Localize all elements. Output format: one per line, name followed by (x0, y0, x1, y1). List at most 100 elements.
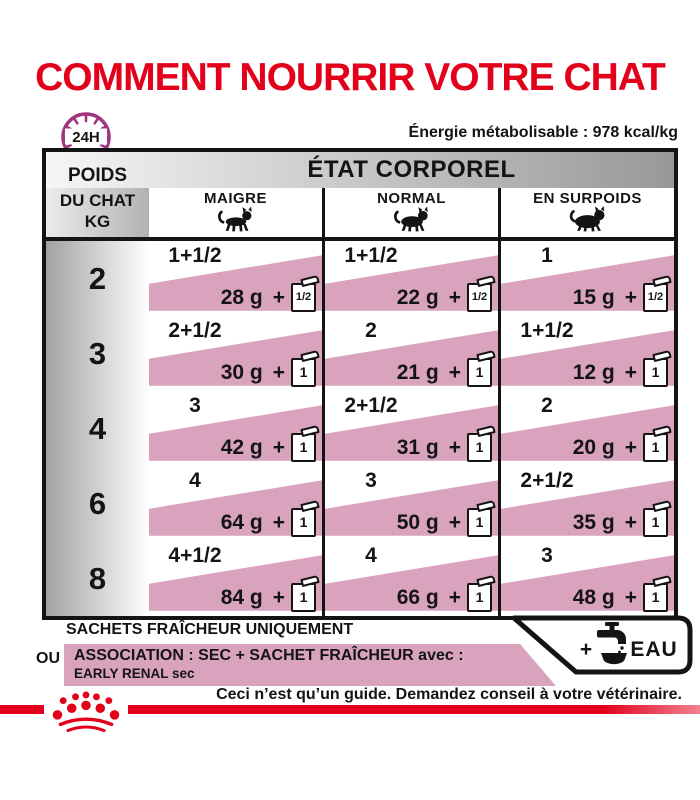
pouch-count: 1 (651, 589, 660, 605)
plus-sign: + (448, 510, 461, 534)
plus-sign: + (624, 510, 637, 534)
pouches-only-value: 4 (189, 469, 201, 492)
energy-label: Énergie métabolisable : 978 kcal/kg (408, 124, 678, 141)
pouch-icon: 1 (643, 358, 668, 387)
plus-sign: + (272, 585, 285, 609)
pouch-count: 1 (299, 514, 308, 530)
feeding-cell: 2 20 g +1 (498, 391, 674, 466)
plus-sign: + (448, 585, 461, 609)
thin-cat-icon (217, 206, 252, 232)
plus-sign: + (448, 435, 461, 459)
weight-header-cell: DU CHAT KG (46, 188, 149, 237)
feeding-cell: 1+1/2 12 g +1 (498, 316, 674, 391)
pouch-icon: 1 (643, 508, 668, 537)
pouches-only-value: 1+1/2 (520, 319, 574, 342)
feeding-cell: 4+1/2 84 g +1 (149, 541, 322, 616)
feeding-cell: 4 64 g +1 (149, 466, 322, 541)
pouches-only-value: 2+1/2 (168, 319, 222, 342)
brand-bar (0, 705, 700, 714)
pouch-count: 1 (299, 439, 308, 455)
grams-value: 84 g (220, 585, 263, 609)
grams-value: 50 g (396, 510, 439, 534)
eau-label: EAU (630, 638, 677, 661)
column-header-normal: NORMAL (322, 188, 498, 237)
pouch-icon: 1 (467, 583, 492, 612)
water-badge: + EAU (502, 613, 696, 684)
plus-sign: + (272, 510, 285, 534)
feeding-cell: 3 48 g +1 (498, 541, 674, 616)
normal-cat-icon (393, 206, 428, 232)
pouches-only-value: 4+1/2 (168, 544, 222, 567)
table-row: 8 4+1/2 84 g +1 4 66 g +1 3 48 g +1 (46, 541, 674, 616)
weight-header-line3: KG (84, 212, 111, 232)
pouch-icon: 1 (643, 583, 668, 612)
grams-value: 48 g (572, 585, 615, 609)
feeding-cell: 2+1/2 35 g +1 (498, 466, 674, 541)
pouch-icon: 1 (467, 508, 492, 537)
pouch-count: 1 (651, 439, 660, 455)
feeding-cell: 2+1/2 31 g +1 (322, 391, 498, 466)
grams-value: 21 g (396, 360, 439, 384)
weight-column-background (46, 241, 149, 616)
pouch-count: 1 (651, 364, 660, 380)
pouch-icon: 1/2 (643, 283, 668, 312)
table-row: 6 4 64 g +1 3 50 g +1 2+1/2 35 g +1 (46, 466, 674, 541)
plus-sign: + (448, 285, 461, 309)
pouches-only-value: 1 (541, 244, 553, 267)
weight-value: 8 (88, 560, 107, 596)
plus-sign: + (624, 285, 637, 309)
faucet-icon (597, 622, 627, 665)
association-line1: ASSOCIATION : SEC + SACHET FRAÎCHEUR ave… (74, 647, 464, 664)
plus-sign: + (624, 585, 637, 609)
weight-value: 4 (88, 410, 107, 446)
grams-value: 30 g (220, 360, 263, 384)
body-condition-header: ÉTAT CORPOREL (307, 156, 516, 183)
column-header-maigre: MAIGRE (149, 188, 322, 237)
association-line2: EARLY RENAL sec (74, 666, 195, 681)
weight-value: 2 (88, 260, 107, 296)
pouches-only-value: 2 (541, 394, 553, 417)
pouch-icon: 1/2 (291, 283, 316, 312)
weight-value: 6 (88, 485, 107, 521)
grams-value: 31 g (396, 435, 439, 459)
plus-sign: + (624, 360, 637, 384)
pouch-icon: 1 (291, 433, 316, 462)
pouch-icon: 1 (291, 508, 316, 537)
pouches-only-value: 2+1/2 (344, 394, 398, 417)
pouch-icon: 1 (291, 358, 316, 387)
badge-24h-label: 24H (72, 129, 100, 146)
grams-value: 20 g (572, 435, 615, 459)
clock-24h-icon: 24H (58, 110, 114, 162)
feeding-cell: 1+1/2 22 g +1/2 (322, 241, 498, 316)
pouches-only-value: 1+1/2 (168, 244, 222, 267)
feeding-table: POIDS ÉTAT CORPOREL DU CHAT KG MAIGRE (42, 148, 678, 620)
feeding-cell: 2 21 g +1 (322, 316, 498, 391)
weight-value: 3 (88, 335, 107, 371)
guide-note: Ceci n’est qu’un guide. Demandez conseil… (216, 686, 682, 703)
grams-value: 64 g (220, 510, 263, 534)
table-header-band: POIDS ÉTAT CORPOREL (46, 152, 674, 188)
plus-sign: + (272, 285, 285, 309)
pouch-count: 1 (299, 364, 308, 380)
pouch-icon: 1 (467, 433, 492, 462)
column-label: NORMAL (377, 190, 446, 207)
grams-value: 12 g (572, 360, 615, 384)
grams-value: 66 g (396, 585, 439, 609)
pouches-only-value: 2+1/2 (520, 469, 574, 492)
pouches-only-value: 4 (365, 544, 377, 567)
pouch-icon: 1 (291, 583, 316, 612)
pouch-count: 1 (475, 589, 484, 605)
pouch-count: 1 (651, 514, 660, 530)
grams-value: 35 g (572, 510, 615, 534)
page-title: COMMENT NOURRIR VOTRE CHAT (35, 56, 666, 99)
table-row: 4 3 42 g +1 2+1/2 31 g +1 2 20 g +1 (46, 391, 674, 466)
feeding-cell: 3 50 g +1 (322, 466, 498, 541)
pouch-count: 1/2 (471, 291, 488, 303)
pouch-count: 1 (299, 589, 308, 605)
grams-value: 28 g (220, 285, 263, 309)
plus-sign: + (448, 360, 461, 384)
grams-value: 15 g (572, 285, 615, 309)
weight-header-line1: POIDS (67, 165, 128, 186)
pouch-count: 1 (475, 514, 484, 530)
